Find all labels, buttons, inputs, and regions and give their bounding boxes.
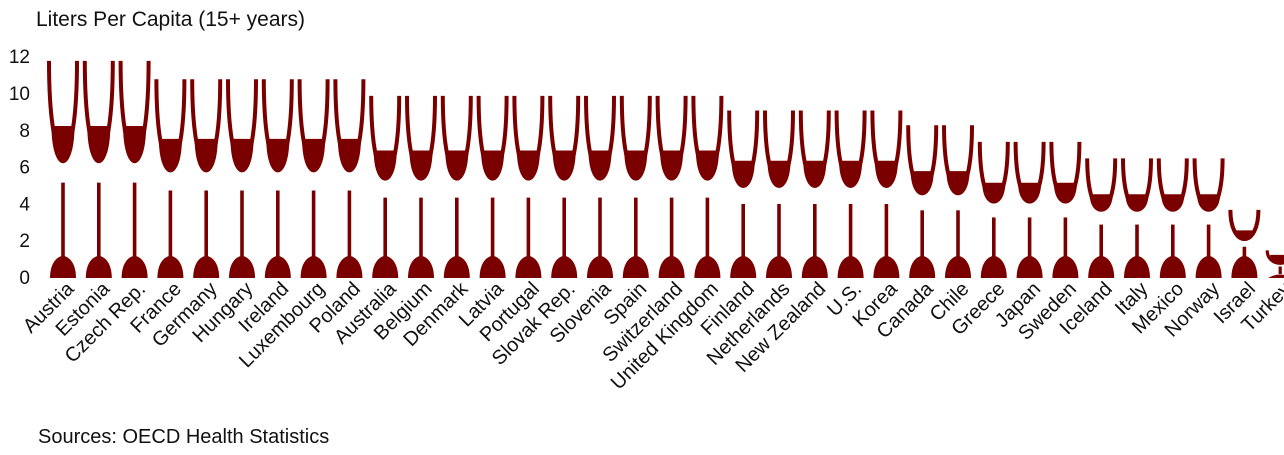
glass-mark bbox=[154, 79, 187, 278]
y-tick-label: 4 bbox=[19, 194, 30, 215]
glass-mark bbox=[47, 60, 79, 278]
glass-mark bbox=[1013, 141, 1046, 278]
glass-mark bbox=[870, 110, 903, 278]
y-tick-label: 2 bbox=[19, 231, 30, 252]
glass-mark bbox=[1265, 250, 1284, 278]
glass-mark bbox=[1228, 209, 1261, 278]
glass-mark bbox=[763, 110, 795, 278]
glass-mark bbox=[727, 110, 760, 278]
glass-mark bbox=[1085, 158, 1118, 278]
glass-mark bbox=[619, 95, 652, 278]
glass-mark bbox=[476, 95, 509, 278]
glass-mark bbox=[1192, 158, 1225, 278]
glass-mark bbox=[82, 60, 115, 278]
glass-mark bbox=[440, 95, 473, 278]
glass-marks bbox=[47, 60, 1284, 278]
glass-mark bbox=[118, 60, 151, 278]
y-axis: 0 2 4 6 8 10 12 bbox=[9, 47, 31, 289]
glass-mark bbox=[297, 79, 330, 278]
glass-mark bbox=[834, 110, 867, 278]
glass-mark bbox=[261, 79, 294, 278]
y-tick-label: 6 bbox=[19, 158, 30, 179]
y-tick-label: 0 bbox=[19, 268, 30, 289]
glass-mark bbox=[655, 95, 688, 278]
glass-mark bbox=[1156, 158, 1189, 278]
glass-mark bbox=[190, 79, 223, 278]
glass-mark bbox=[942, 125, 974, 278]
y-axis-title: Liters Per Capita (15+ years) bbox=[36, 8, 306, 31]
glass-mark bbox=[906, 125, 939, 278]
glass-mark bbox=[977, 141, 1010, 278]
glass-mark bbox=[1121, 158, 1153, 278]
glass-mark bbox=[405, 95, 437, 278]
glass-mark bbox=[333, 79, 366, 278]
glass-mark bbox=[798, 110, 831, 278]
glass-mark bbox=[548, 95, 581, 278]
glass-mark bbox=[691, 95, 724, 278]
glass-mark bbox=[512, 95, 545, 278]
source-note: Sources: OECD Health Statistics bbox=[38, 426, 330, 448]
y-tick-label: 10 bbox=[9, 84, 30, 105]
glass-mark bbox=[584, 95, 616, 278]
y-tick-label: 8 bbox=[19, 121, 30, 142]
glass-mark bbox=[369, 95, 402, 278]
glass-mark bbox=[226, 79, 258, 278]
y-tick-label: 12 bbox=[9, 47, 30, 68]
glass-mark bbox=[1049, 141, 1082, 278]
